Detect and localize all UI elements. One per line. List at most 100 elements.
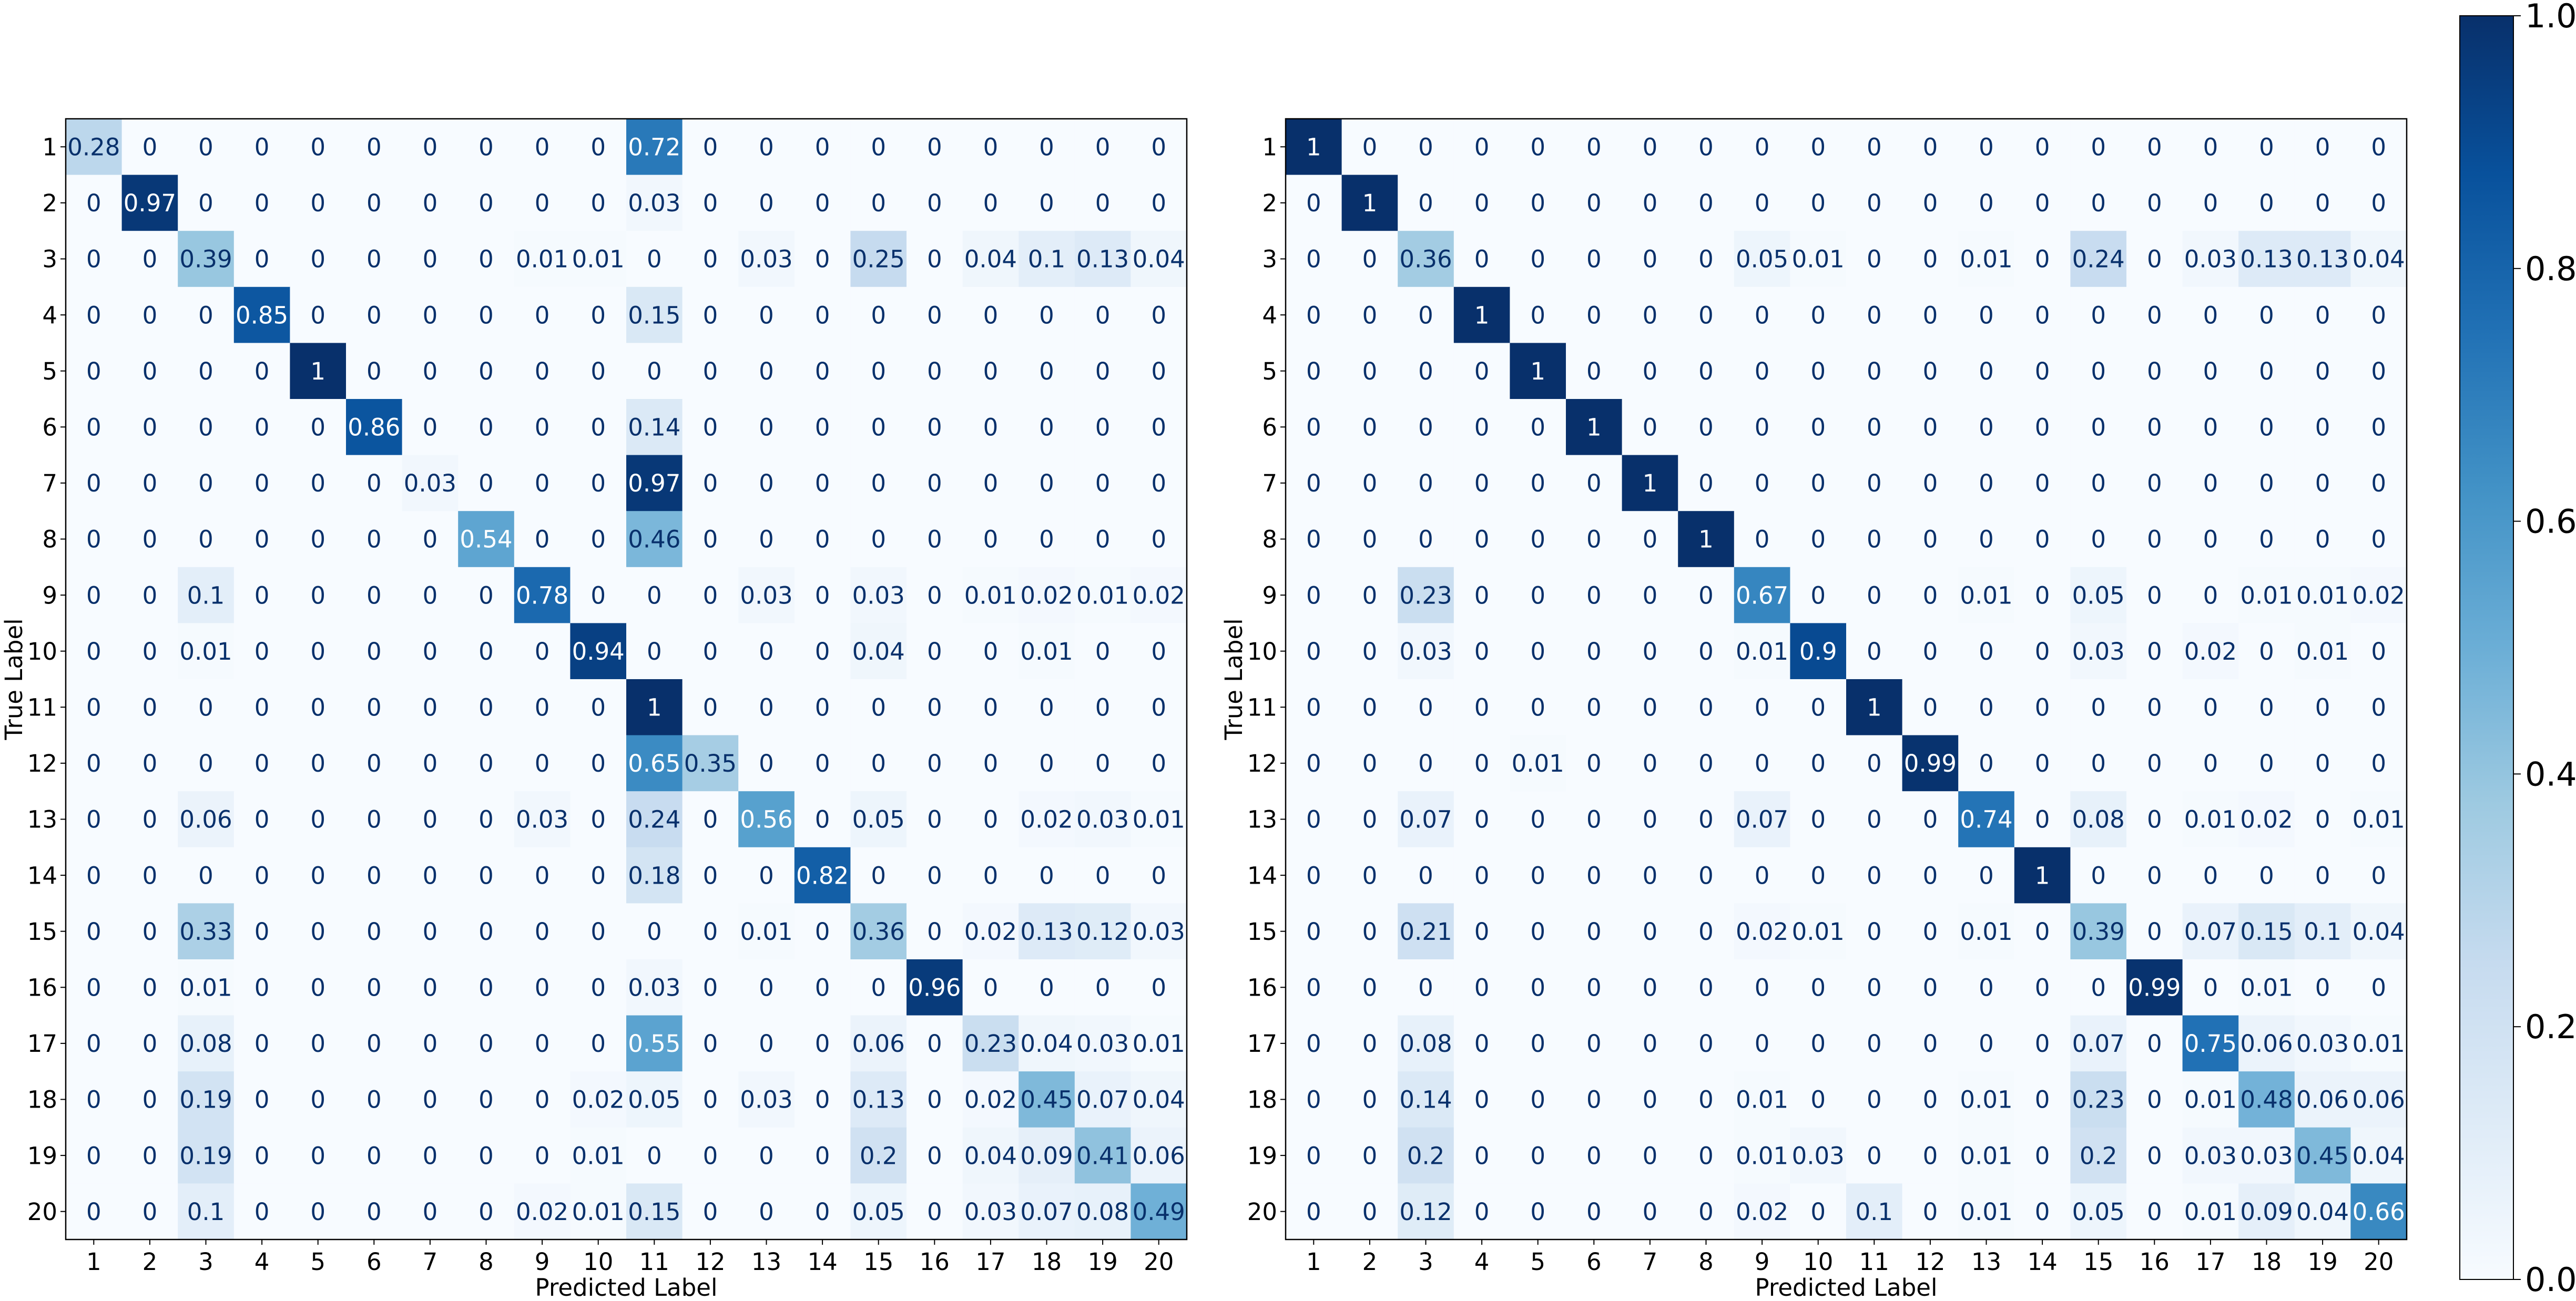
cell-value-label: 0 [703,301,718,329]
heatmap-cell [2350,567,2407,623]
heatmap-cell [907,791,963,848]
heatmap-cell [458,1183,515,1240]
colorbar-tick-label: 0.6 [2525,503,2576,541]
cell-value-label: 0 [478,245,494,273]
cell-value-label: 0 [815,806,830,834]
cell-value-label: 0 [1474,918,1490,946]
heatmap-cell [1341,679,1398,736]
heatmap-cell [2294,903,2351,960]
heatmap-cell [178,847,235,904]
cell-value-label: 0 [703,414,718,442]
heatmap-cell [121,623,178,680]
cell-value-label: 0.39 [179,245,232,273]
heatmap-cell [1341,623,1398,680]
cell-value-label: 0 [478,974,494,1002]
x-tick-label: 2 [1362,1248,1378,1276]
heatmap-cell [1566,119,1623,176]
heatmap-cell [2238,175,2295,231]
heatmap-cell [1958,959,2015,1016]
cell-value-label: 0 [759,1030,774,1058]
cell-value-label: 0.01 [2184,1086,2237,1114]
cell-value-label: 0 [1362,581,1378,609]
cell-value-label: 0 [2259,414,2274,442]
heatmap-cell [682,286,739,343]
heatmap-cell [178,735,235,792]
cell-value-label: 0 [2091,750,2106,777]
heatmap-cell [2182,455,2239,511]
cell-value-label: 0 [254,245,270,273]
cell-value-label: 0.05 [1736,245,1788,273]
y-tick-label: 9 [42,581,57,609]
cell-value-label: 0 [310,862,325,889]
heatmap-cell [178,399,235,456]
x-tick-label: 13 [1971,1248,2001,1276]
cell-value-label: 0 [1306,245,1321,273]
heatmap-cell [514,1015,571,1072]
heatmap-cell [682,1127,739,1184]
heatmap-cell [738,175,795,231]
cell-value-label: 0 [1362,469,1378,497]
cell-value-label: 0 [254,134,270,161]
cell-value-label: 0 [1306,301,1321,329]
cell-value-label: 0 [535,469,550,497]
heatmap-cell [850,679,907,736]
heatmap-cell [1622,791,1678,848]
cell-value-label: 0 [2147,862,2162,889]
heatmap-cell [2238,735,2295,792]
heatmap-cell [1510,119,1566,176]
heatmap-cell [514,1071,571,1128]
cell-value-label: 0.13 [2240,245,2293,273]
cell-value-label: 0 [815,581,830,609]
cell-value-label: 0 [1698,301,1714,329]
heatmap-cell [458,567,515,623]
heatmap-cell [1286,343,1342,399]
cell-value-label: 0 [703,694,718,722]
cell-value-label: 0 [478,638,494,665]
heatmap-cell [1398,1015,1454,1072]
heatmap-cell [1341,231,1398,288]
cell-value-label: 0 [590,414,606,442]
cell-value-label: 0 [2035,357,2050,385]
heatmap-cell [738,903,795,960]
heatmap-cell [2238,286,2295,343]
heatmap-cell [1398,231,1454,288]
cell-value-label: 0 [1867,357,1882,385]
cell-value-label: 0 [647,245,662,273]
cell-value-label: 0.03 [1792,1142,1845,1170]
cell-value-label: 0 [142,750,158,777]
cell-value-label: 0 [142,301,158,329]
cell-value-label: 0 [590,974,606,1002]
cell-value-label: 0 [1306,414,1321,442]
y-tick-label: 16 [27,974,57,1002]
heatmap-cell [233,791,290,848]
cell-value-label: 0.75 [2184,1030,2237,1058]
cell-value-label: 0.54 [460,526,512,554]
cell-value-label: 0 [590,862,606,889]
heatmap-cell [1958,1127,2015,1184]
cell-value-label: 0.05 [2072,581,2125,609]
heatmap-cell [2014,679,2071,736]
cell-value-label: 0 [1810,469,1826,497]
heatmap-cell [1453,679,1510,736]
cell-value-label: 0 [2035,1198,2050,1226]
cell-value-label: 0 [478,414,494,442]
cell-value-label: 0 [423,301,438,329]
heatmap-cell [682,623,739,680]
heatmap-cell [2182,1015,2239,1072]
heatmap-cell [1902,231,1959,288]
cell-value-label: 0 [1867,469,1882,497]
cell-value-label: 0.1 [187,581,225,609]
cell-value-label: 0.41 [1076,1142,1129,1170]
cell-value-label: 0 [1306,862,1321,889]
cell-value-label: 0 [1979,357,1994,385]
cell-value-label: 0 [927,638,942,665]
heatmap-cell [1566,959,1623,1016]
heatmap-cell [1131,511,1187,568]
heatmap-cell [682,679,739,736]
cell-value-label: 0.01 [1960,1198,2012,1226]
cell-value-label: 0 [703,581,718,609]
cell-value-label: 0 [535,862,550,889]
cell-value-label: 0 [254,862,270,889]
cell-value-label: 0 [1530,245,1545,273]
heatmap-cell [1566,511,1623,568]
